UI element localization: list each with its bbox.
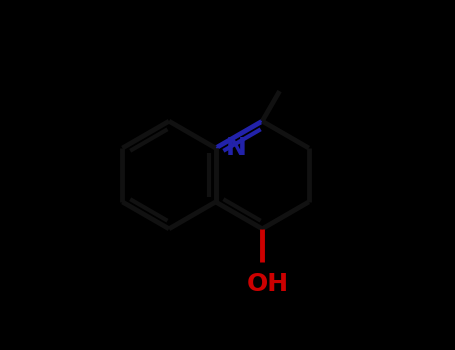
Text: N: N: [226, 136, 247, 160]
Text: OH: OH: [246, 272, 288, 296]
